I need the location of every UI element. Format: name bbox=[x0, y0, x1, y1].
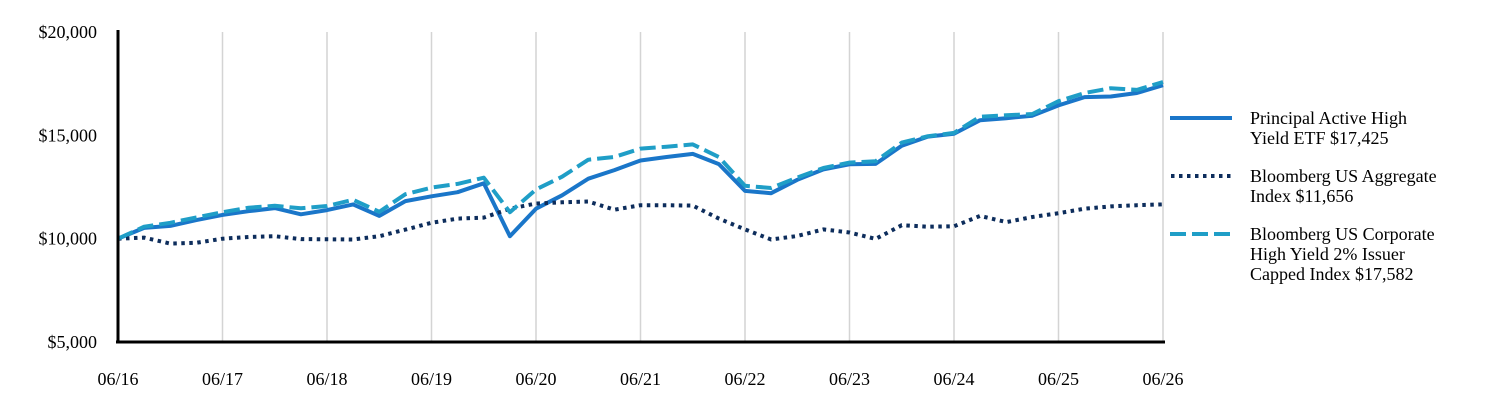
x-tick-label: 06/16 bbox=[97, 369, 138, 389]
vertical-gridlines bbox=[221, 32, 1164, 342]
y-tick-label: $20,000 bbox=[39, 22, 98, 42]
y-tick-label: $10,000 bbox=[39, 229, 98, 249]
series-line-corporate-hy-index bbox=[117, 80, 1164, 241]
legend-item-corporate-hy-index: Bloomberg US Corporate High Yield 2% Iss… bbox=[1170, 224, 1500, 284]
y-tick-label: $5,000 bbox=[48, 332, 98, 352]
series-line-aggregate-index bbox=[117, 199, 1164, 246]
legend-swatch-dashed bbox=[1170, 232, 1232, 236]
legend-label: Bloomberg US Aggregate Index $11,656 bbox=[1250, 166, 1437, 206]
x-tick-label: 06/25 bbox=[1038, 369, 1079, 389]
x-tick-label: 06/24 bbox=[933, 369, 974, 389]
x-tick-label: 06/18 bbox=[306, 369, 347, 389]
x-tick-label: 06/21 bbox=[620, 369, 661, 389]
legend: Principal Active High Yield ETF $17,425 … bbox=[1170, 108, 1500, 292]
legend-item-aggregate-index: Bloomberg US Aggregate Index $11,656 bbox=[1170, 166, 1500, 206]
series-lines bbox=[117, 80, 1164, 246]
legend-label: Principal Active High Yield ETF $17,425 bbox=[1250, 108, 1407, 148]
x-tick-label: 06/20 bbox=[515, 369, 556, 389]
legend-swatch-dotted bbox=[1171, 174, 1232, 178]
x-tick-label: 06/22 bbox=[724, 369, 765, 389]
x-tick-label: 06/17 bbox=[202, 369, 243, 389]
y-tick-label: $15,000 bbox=[39, 125, 98, 145]
x-tick-label: 06/23 bbox=[829, 369, 870, 389]
x-tick-label: 06/19 bbox=[411, 369, 452, 389]
series-line-principal-etf bbox=[117, 83, 1164, 241]
legend-label: Bloomberg US Corporate High Yield 2% Iss… bbox=[1250, 224, 1435, 284]
x-tick-label: 06/26 bbox=[1142, 369, 1183, 389]
x-axis-tick-labels: 06/16 06/17 06/18 06/19 06/20 06/21 06/22 06/23… bbox=[97, 369, 1183, 389]
legend-swatch-solid bbox=[1170, 116, 1232, 120]
y-axis-tick-labels: $5,000 $10,000 $15,000 $20,000 bbox=[39, 22, 98, 352]
legend-item-principal-etf: Principal Active High Yield ETF $17,425 bbox=[1170, 108, 1500, 148]
